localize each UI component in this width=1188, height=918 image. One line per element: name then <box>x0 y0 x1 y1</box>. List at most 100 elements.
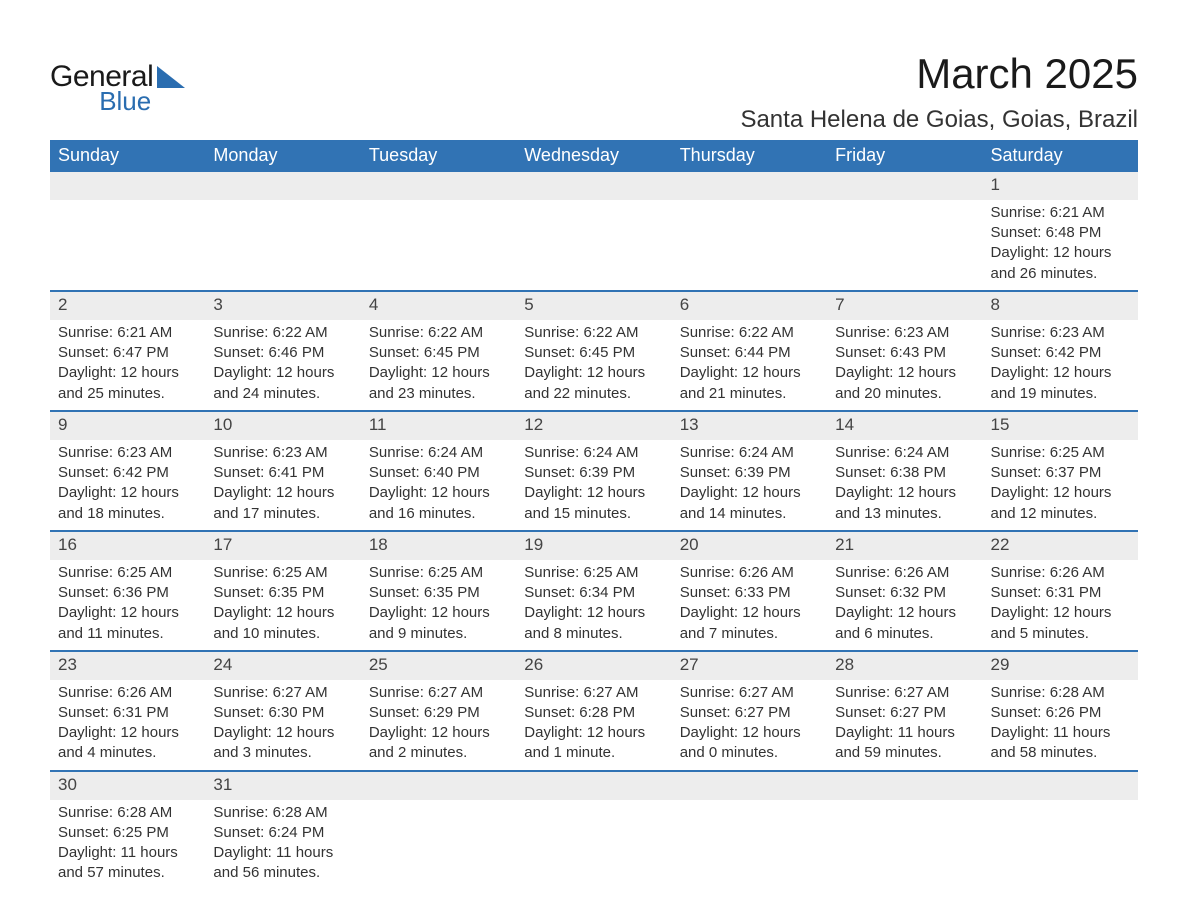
weekday-header: Sunday <box>50 140 205 172</box>
day-content-cell <box>672 800 827 890</box>
day-content-cell: Sunrise: 6:23 AMSunset: 6:42 PMDaylight:… <box>983 320 1138 411</box>
day-number-cell: 16 <box>50 531 205 560</box>
daylight-line: Daylight: 12 hours and 4 minutes. <box>58 723 197 764</box>
sunset-line: Sunset: 6:43 PM <box>835 343 974 363</box>
sunrise-line: Sunrise: 6:24 AM <box>524 443 663 463</box>
sunrise-line: Sunrise: 6:25 AM <box>58 563 197 583</box>
sunset-line: Sunset: 6:35 PM <box>213 583 352 603</box>
day-content-row: Sunrise: 6:21 AMSunset: 6:47 PMDaylight:… <box>50 320 1138 411</box>
sunset-line: Sunset: 6:28 PM <box>524 703 663 723</box>
sunrise-line: Sunrise: 6:26 AM <box>991 563 1130 583</box>
day-content-cell <box>205 200 360 291</box>
sunrise-line: Sunrise: 6:25 AM <box>213 563 352 583</box>
day-content-cell: Sunrise: 6:26 AMSunset: 6:31 PMDaylight:… <box>50 680 205 771</box>
day-number-cell <box>983 771 1138 800</box>
day-content-cell: Sunrise: 6:23 AMSunset: 6:41 PMDaylight:… <box>205 440 360 531</box>
daynum-row: 2345678 <box>50 291 1138 320</box>
sunrise-line: Sunrise: 6:24 AM <box>369 443 508 463</box>
day-number-cell: 12 <box>516 411 671 440</box>
sunrise-line: Sunrise: 6:23 AM <box>213 443 352 463</box>
day-number-cell: 6 <box>672 291 827 320</box>
day-number-cell: 31 <box>205 771 360 800</box>
sunrise-line: Sunrise: 6:23 AM <box>991 323 1130 343</box>
header: General Blue March 2025 Santa Helena de … <box>50 50 1138 134</box>
sunset-line: Sunset: 6:48 PM <box>991 223 1130 243</box>
sunrise-line: Sunrise: 6:24 AM <box>680 443 819 463</box>
sunrise-line: Sunrise: 6:25 AM <box>524 563 663 583</box>
brand-logo: General Blue <box>50 50 187 114</box>
sunset-line: Sunset: 6:39 PM <box>524 463 663 483</box>
day-content-cell: Sunrise: 6:26 AMSunset: 6:32 PMDaylight:… <box>827 560 982 651</box>
sunset-line: Sunset: 6:45 PM <box>369 343 508 363</box>
day-number-cell: 13 <box>672 411 827 440</box>
day-number-cell: 18 <box>361 531 516 560</box>
daylight-line: Daylight: 12 hours and 21 minutes. <box>680 363 819 404</box>
sunrise-line: Sunrise: 6:26 AM <box>835 563 974 583</box>
sunset-line: Sunset: 6:45 PM <box>524 343 663 363</box>
sunset-line: Sunset: 6:35 PM <box>369 583 508 603</box>
daylight-line: Daylight: 11 hours and 58 minutes. <box>991 723 1130 764</box>
location-subtitle: Santa Helena de Goias, Goias, Brazil <box>740 106 1138 134</box>
brand-sail-icon <box>157 66 187 92</box>
day-number-cell: 10 <box>205 411 360 440</box>
sunrise-line: Sunrise: 6:22 AM <box>680 323 819 343</box>
day-number-cell: 20 <box>672 531 827 560</box>
day-number-cell: 7 <box>827 291 982 320</box>
sunset-line: Sunset: 6:30 PM <box>213 703 352 723</box>
daynum-row: 3031 <box>50 771 1138 800</box>
day-content-cell <box>516 800 671 890</box>
weekday-header: Tuesday <box>361 140 516 172</box>
daylight-line: Daylight: 12 hours and 22 minutes. <box>524 363 663 404</box>
daylight-line: Daylight: 12 hours and 11 minutes. <box>58 603 197 644</box>
sunset-line: Sunset: 6:37 PM <box>991 463 1130 483</box>
day-content-cell: Sunrise: 6:28 AMSunset: 6:26 PMDaylight:… <box>983 680 1138 771</box>
daylight-line: Daylight: 12 hours and 20 minutes. <box>835 363 974 404</box>
sunrise-line: Sunrise: 6:23 AM <box>58 443 197 463</box>
day-content-row: Sunrise: 6:21 AMSunset: 6:48 PMDaylight:… <box>50 200 1138 291</box>
day-content-cell: Sunrise: 6:27 AMSunset: 6:29 PMDaylight:… <box>361 680 516 771</box>
day-content-cell: Sunrise: 6:23 AMSunset: 6:43 PMDaylight:… <box>827 320 982 411</box>
daylight-line: Daylight: 12 hours and 6 minutes. <box>835 603 974 644</box>
day-number-cell: 1 <box>983 172 1138 200</box>
day-content-cell <box>672 200 827 291</box>
daylight-line: Daylight: 11 hours and 56 minutes. <box>213 843 352 884</box>
daylight-line: Daylight: 12 hours and 8 minutes. <box>524 603 663 644</box>
day-number-cell <box>516 771 671 800</box>
sunset-line: Sunset: 6:32 PM <box>835 583 974 603</box>
daylight-line: Daylight: 12 hours and 10 minutes. <box>213 603 352 644</box>
day-number-cell: 30 <box>50 771 205 800</box>
calendar-header-row: SundayMondayTuesdayWednesdayThursdayFrid… <box>50 140 1138 172</box>
sunset-line: Sunset: 6:29 PM <box>369 703 508 723</box>
day-content-cell: Sunrise: 6:25 AMSunset: 6:37 PMDaylight:… <box>983 440 1138 531</box>
daylight-line: Daylight: 12 hours and 18 minutes. <box>58 483 197 524</box>
day-content-cell <box>827 800 982 890</box>
sunset-line: Sunset: 6:26 PM <box>991 703 1130 723</box>
daynum-row: 16171819202122 <box>50 531 1138 560</box>
day-number-cell: 8 <box>983 291 1138 320</box>
day-number-cell <box>361 172 516 200</box>
day-number-cell: 2 <box>50 291 205 320</box>
day-content-cell <box>827 200 982 291</box>
sunrise-line: Sunrise: 6:28 AM <box>58 803 197 823</box>
day-number-cell <box>516 172 671 200</box>
day-content-cell <box>361 800 516 890</box>
day-content-cell <box>516 200 671 291</box>
weekday-header: Saturday <box>983 140 1138 172</box>
sunrise-line: Sunrise: 6:27 AM <box>835 683 974 703</box>
day-content-cell: Sunrise: 6:26 AMSunset: 6:31 PMDaylight:… <box>983 560 1138 651</box>
day-content-cell: Sunrise: 6:28 AMSunset: 6:24 PMDaylight:… <box>205 800 360 890</box>
day-number-cell: 3 <box>205 291 360 320</box>
sunset-line: Sunset: 6:39 PM <box>680 463 819 483</box>
daylight-line: Daylight: 12 hours and 2 minutes. <box>369 723 508 764</box>
daylight-line: Daylight: 12 hours and 7 minutes. <box>680 603 819 644</box>
day-number-cell: 22 <box>983 531 1138 560</box>
day-number-cell: 27 <box>672 651 827 680</box>
day-number-cell: 25 <box>361 651 516 680</box>
day-content-cell: Sunrise: 6:22 AMSunset: 6:45 PMDaylight:… <box>516 320 671 411</box>
sunrise-line: Sunrise: 6:22 AM <box>213 323 352 343</box>
daylight-line: Daylight: 12 hours and 15 minutes. <box>524 483 663 524</box>
day-content-cell: Sunrise: 6:27 AMSunset: 6:28 PMDaylight:… <box>516 680 671 771</box>
sunset-line: Sunset: 6:42 PM <box>991 343 1130 363</box>
sunrise-line: Sunrise: 6:27 AM <box>680 683 819 703</box>
daylight-line: Daylight: 12 hours and 23 minutes. <box>369 363 508 404</box>
